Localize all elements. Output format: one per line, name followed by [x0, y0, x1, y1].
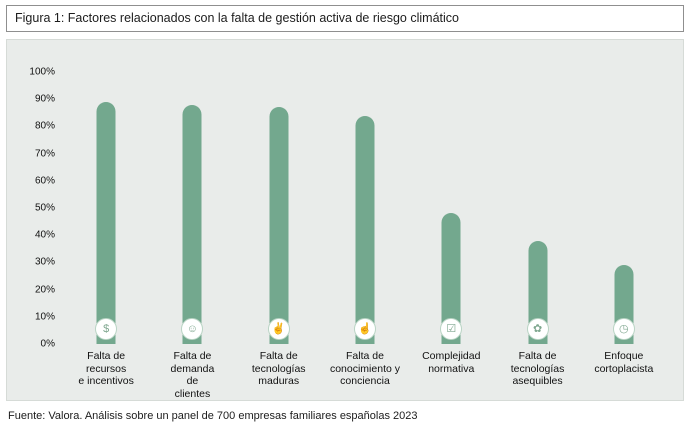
bar-column: ☝ — [322, 72, 408, 344]
y-tick-label: 20% — [34, 284, 55, 296]
x-category-label: Complejidad normativa — [422, 350, 481, 375]
plot-area: 0% 10% 20% 30% 40% 50% 60% 70% 80% 90% 100% $ ☺ ✌ ☝ ☑ ✿… — [19, 67, 667, 350]
coins-icon: $ — [95, 318, 118, 340]
bar — [96, 101, 116, 344]
bar-column: ✌ — [236, 72, 322, 344]
bars-container: $ ☺ ✌ ☝ ☑ ✿ ◷ — [63, 72, 667, 344]
y-tick-label: 50% — [34, 202, 55, 214]
hand-technology-icon: ✌ — [267, 318, 290, 340]
y-tick-label: 10% — [34, 311, 55, 323]
y-axis: 0% 10% 20% 30% 40% 50% 60% 70% 80% 90% 100% — [19, 67, 59, 350]
y-tick-label: 40% — [34, 229, 55, 241]
bar-column: ☑ — [408, 72, 494, 344]
y-tick-label: 90% — [34, 93, 55, 105]
y-tick-label: 30% — [34, 256, 55, 268]
x-category-label: Falta de tecnologías asequibles — [510, 350, 565, 388]
bar-column: ✿ — [494, 72, 580, 344]
bar-column: ☺ — [149, 72, 235, 344]
x-category-label: Falta de demanda de clientes — [170, 350, 215, 400]
x-category-label: Falta de recursos e incentivos — [78, 350, 134, 388]
y-tick-label: 60% — [34, 175, 55, 187]
x-category-label: Falta de conocimiento y conciencia — [329, 350, 400, 388]
y-tick-label: 80% — [34, 120, 55, 132]
bar-column: $ — [63, 72, 149, 344]
bar-column: ◷ — [581, 72, 667, 344]
y-tick-label: 100% — [29, 66, 55, 78]
awareness-icon: ☝ — [353, 318, 376, 340]
bar — [182, 104, 202, 344]
bar — [269, 107, 289, 344]
source-note: Fuente: Valora. Análisis sobre un panel … — [8, 410, 418, 422]
clock-icon: ◷ — [612, 318, 635, 340]
clients-group-icon: ☺ — [181, 318, 204, 340]
bar — [355, 115, 375, 344]
figure-title: Figura 1: Factores relacionados con la f… — [6, 5, 684, 32]
checklist-icon: ☑ — [440, 318, 463, 340]
chart-panel: 0% 10% 20% 30% 40% 50% 60% 70% 80% 90% 100% $ ☺ ✌ ☝ ☑ ✿… — [6, 39, 684, 401]
x-labels: Falta de recursos e incentivos Falta de d… — [63, 350, 667, 400]
affordable-tech-icon: ✿ — [526, 318, 549, 340]
y-tick-label: 70% — [34, 148, 55, 160]
y-tick-label: 0% — [40, 338, 55, 350]
x-category-label: Enfoque cortoplacista — [594, 350, 654, 375]
figure-panel: Figura 1: Factores relacionados con la f… — [6, 5, 684, 422]
x-category-label: Falta de tecnologías maduras — [251, 350, 306, 388]
bar — [441, 213, 461, 344]
